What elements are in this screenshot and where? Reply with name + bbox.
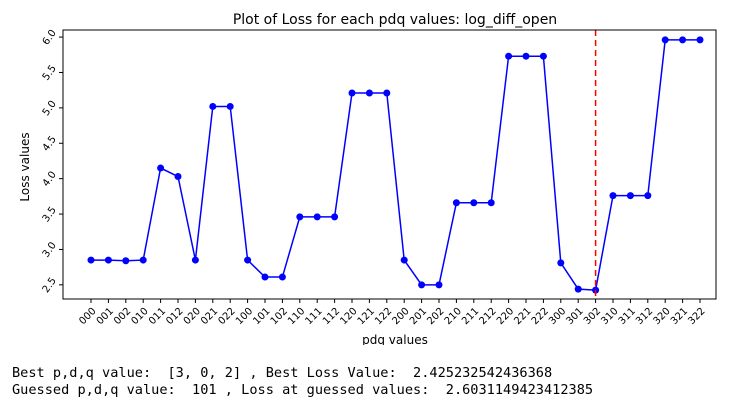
best-loss-output: Best p,d,q value: [3, 0, 2] , Best Loss …	[12, 365, 553, 381]
x-tick-label: 021	[199, 306, 220, 327]
x-tick-label: 100	[234, 306, 255, 327]
loss-point	[644, 192, 652, 200]
x-tick-label: 022	[217, 306, 238, 327]
x-tick-label: 300	[547, 306, 568, 327]
x-tick-label: 101	[251, 306, 272, 327]
x-tick-label: 111	[304, 306, 325, 327]
loss-point	[122, 257, 130, 265]
loss-point	[296, 213, 304, 221]
x-tick-label: 220	[495, 306, 516, 327]
x-tick-label: 012	[164, 306, 185, 327]
loss-point	[435, 281, 443, 289]
loss-point	[226, 102, 234, 110]
x-tick-label: 201	[408, 306, 429, 327]
loss-point	[261, 273, 269, 281]
x-tick-label: 301	[565, 306, 586, 327]
loss-point	[174, 173, 182, 181]
loss-point	[104, 256, 112, 264]
y-axis-label: Loss values	[18, 132, 32, 201]
x-tick-label: 210	[443, 306, 464, 327]
x-tick-label: 121	[356, 306, 377, 327]
loss-point	[244, 256, 252, 264]
loss-point	[470, 199, 478, 207]
loss-point	[209, 102, 217, 110]
loss-point	[626, 192, 634, 200]
x-tick-label: 322	[686, 306, 707, 327]
plot-frame	[62, 29, 717, 300]
loss-point	[505, 52, 513, 60]
loss-point	[679, 36, 687, 44]
loss-point	[348, 89, 356, 97]
x-tick-label: 222	[530, 306, 551, 327]
loss-point	[139, 256, 147, 264]
x-tick-label: 310	[599, 306, 620, 327]
loss-point	[313, 213, 321, 221]
loss-point	[522, 52, 530, 60]
loss-point	[157, 164, 165, 172]
y-tick-label: 3.5	[41, 205, 59, 224]
loss-point	[539, 52, 547, 60]
x-tick-label: 212	[478, 306, 499, 327]
loss-point	[383, 89, 391, 97]
loss-point	[418, 281, 426, 289]
y-tick-label: 4.5	[41, 134, 59, 153]
x-tick-label: 211	[460, 306, 481, 327]
x-tick-label: 011	[147, 306, 168, 327]
x-tick-label: 312	[634, 306, 655, 327]
loss-point	[278, 273, 286, 281]
x-tick-label: 000	[77, 306, 98, 327]
y-tick-label: 3.0	[41, 240, 59, 259]
x-tick-label: 001	[95, 306, 116, 327]
y-tick-label: 5.5	[41, 63, 59, 82]
x-tick-label: 002	[112, 306, 133, 327]
loss-point	[87, 256, 95, 264]
loss-point	[661, 36, 669, 44]
y-tick-label: 6.0	[41, 28, 59, 47]
x-tick-label: 311	[617, 306, 638, 327]
loss-point	[331, 213, 339, 221]
loss-point	[609, 192, 617, 200]
loss-point	[487, 199, 495, 207]
x-tick-label: 221	[512, 306, 533, 327]
loss-series-line	[91, 39, 700, 291]
loss-point	[365, 89, 373, 97]
y-tick-label: 2.5	[41, 276, 59, 295]
chart-title: Plot of Loss for each pdq values: log_di…	[233, 12, 557, 28]
loss-point	[400, 256, 408, 264]
x-tick-label: 202	[425, 306, 446, 327]
loss-point	[696, 36, 704, 44]
x-tick-label: 110	[286, 306, 307, 327]
x-tick-label: 302	[582, 306, 603, 327]
x-tick-label: 120	[338, 306, 359, 327]
y-tick-label: 5.0	[41, 99, 59, 118]
x-tick-label: 020	[182, 306, 203, 327]
x-tick-label: 102	[269, 306, 290, 327]
x-tick-label: 320	[652, 306, 673, 327]
guessed-loss-output: Guessed p,d,q value: 101 , Loss at guess…	[12, 382, 594, 398]
loss-chart: Plot of Loss for each pdq values: log_di…	[18, 12, 717, 345]
x-tick-label: 010	[130, 306, 151, 327]
loss-point	[191, 256, 199, 264]
x-tick-label: 112	[321, 306, 342, 327]
x-axis-label: pdq values	[362, 333, 428, 345]
x-tick-label: 122	[373, 306, 394, 327]
y-tick-label: 4.0	[41, 170, 59, 189]
loss-point	[574, 285, 582, 293]
loss-point	[557, 259, 565, 267]
x-tick-label: 200	[391, 306, 412, 327]
x-tick-label: 321	[669, 306, 690, 327]
loss-point	[452, 199, 460, 207]
